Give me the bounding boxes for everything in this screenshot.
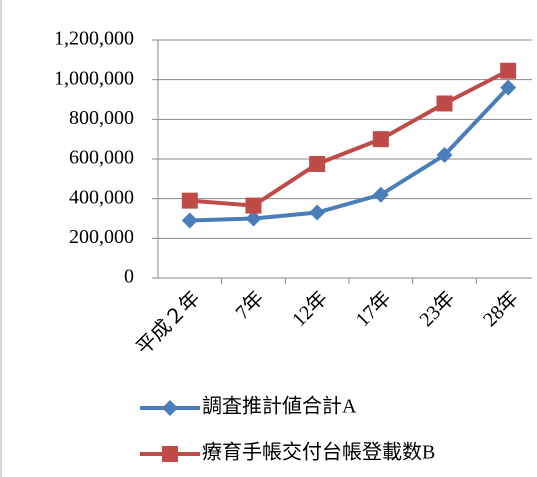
x-tick-label: 12年 — [287, 287, 332, 332]
legend-label: 調査推計値合計A — [202, 395, 357, 418]
marker — [162, 400, 178, 416]
line — [189, 68, 510, 208]
x-tick-label: 28年 — [478, 287, 523, 332]
y-tick-label: 0 — [124, 266, 134, 288]
x-tick-label: 23年 — [415, 287, 460, 332]
y-tick-label: 1,000,000 — [54, 67, 134, 89]
marker — [162, 446, 178, 462]
y-tick-label: 400,000 — [69, 186, 134, 208]
line — [189, 86, 510, 223]
marker — [309, 204, 326, 221]
marker — [500, 62, 517, 79]
marker — [436, 147, 453, 164]
marker — [372, 131, 389, 148]
y-tick-label: 600,000 — [69, 147, 134, 169]
marker — [181, 212, 198, 229]
marker — [436, 95, 453, 112]
legend-label: 療育手帳交付台帳登載数B — [202, 441, 435, 464]
y-tick-label: 200,000 — [69, 226, 134, 248]
x-tick-label: 平成２年 — [132, 287, 205, 360]
marker — [309, 155, 326, 172]
marker — [245, 210, 262, 227]
y-tick-label: 1,200,000 — [54, 28, 134, 50]
marker — [245, 197, 262, 214]
marker — [372, 186, 389, 203]
marker — [500, 79, 517, 96]
x-tick-label: 17年 — [351, 287, 396, 332]
marker — [181, 192, 198, 209]
y-tick-label: 800,000 — [69, 107, 134, 129]
x-tick-label: 7年 — [231, 287, 268, 324]
